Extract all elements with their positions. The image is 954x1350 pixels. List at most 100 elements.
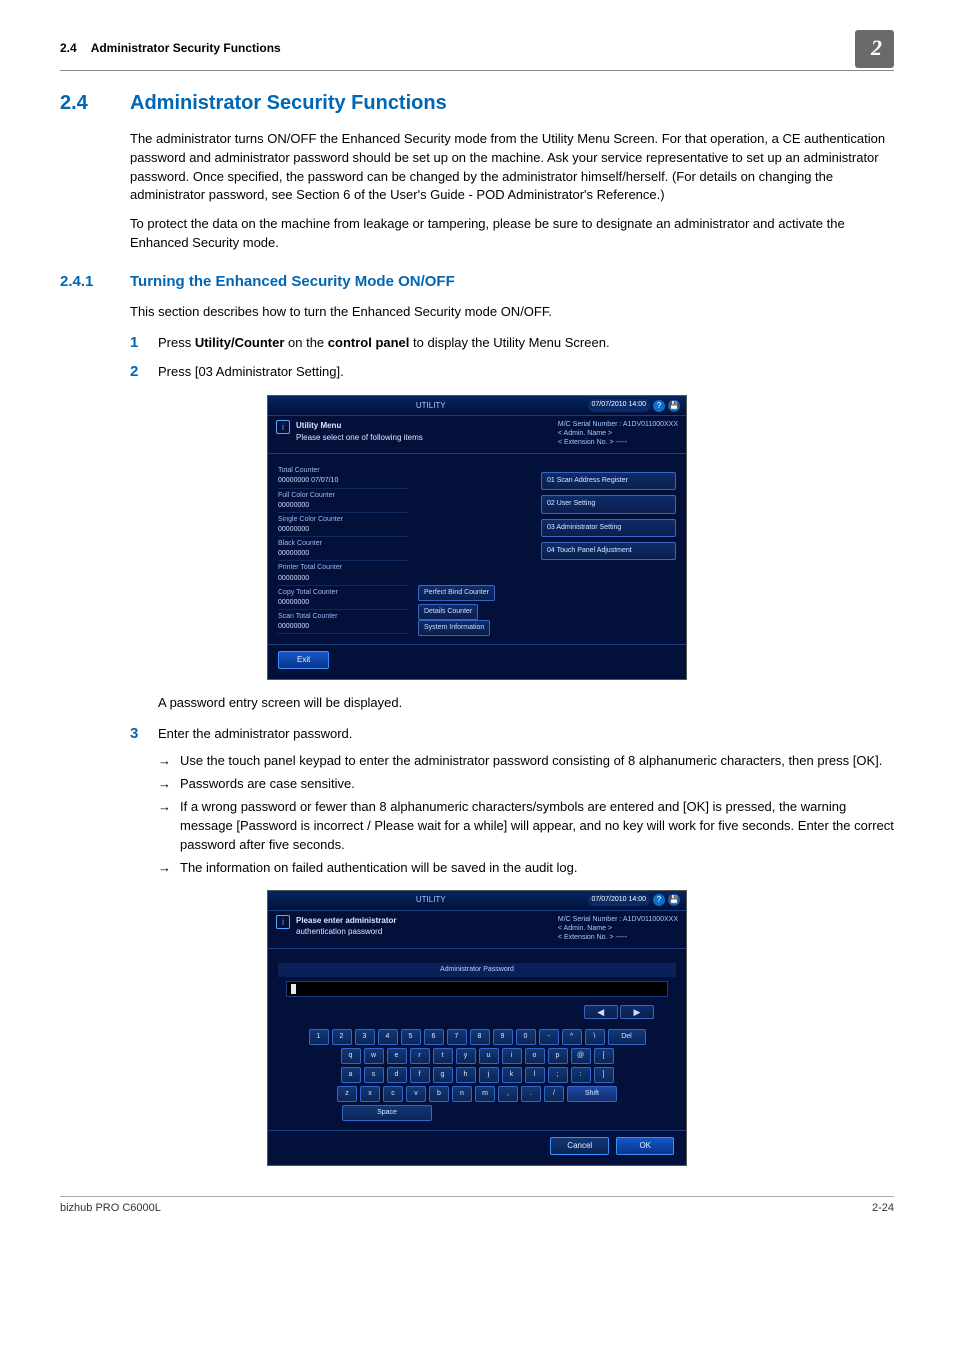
ss1-header-l1: Utility Menu (296, 420, 558, 432)
key[interactable]: : (571, 1067, 591, 1083)
utility-menu-screenshot: UTILITY 07/07/2010 14:00 ? 💾 i Utility M… (267, 395, 687, 680)
ss1-mid: Perfect Bind Counter Details Counter Sys… (408, 466, 541, 636)
touch-panel-adjust-button[interactable]: 04 Touch Panel Adjustment (541, 542, 676, 560)
key[interactable]: v (406, 1086, 426, 1102)
key[interactable]: j (479, 1067, 499, 1083)
key[interactable]: 9 (493, 1029, 513, 1045)
bullet-4: →The information on failed authenticatio… (158, 859, 894, 878)
key[interactable]: z (337, 1086, 357, 1102)
shift-key[interactable]: Shift (567, 1086, 617, 1102)
key[interactable]: a (341, 1067, 361, 1083)
footer-left: bizhub PRO C6000L (60, 1201, 161, 1217)
key[interactable]: 1 (309, 1029, 329, 1045)
step-number: 1 (130, 332, 158, 354)
key[interactable]: 2 (332, 1029, 352, 1045)
ss1-body: Total Counter00000000 07/07/10 Full Colo… (268, 462, 686, 644)
key[interactable]: o (525, 1048, 545, 1064)
key[interactable]: u (479, 1048, 499, 1064)
key[interactable]: \ (585, 1029, 605, 1045)
administrator-setting-button[interactable]: 03 Administrator Setting (541, 519, 676, 537)
key[interactable]: x (360, 1086, 380, 1102)
key[interactable]: - (539, 1029, 559, 1045)
ss2-serial: M/C Serial Number : A1DV011000XXX < Admi… (558, 915, 678, 942)
counter-row: Printer Total Counter00000000 (278, 563, 408, 585)
key[interactable]: 0 (516, 1029, 536, 1045)
perfect-bind-button[interactable]: Perfect Bind Counter (418, 585, 495, 601)
kbd-row-5: Space (282, 1105, 672, 1121)
key[interactable]: i (502, 1048, 522, 1064)
key[interactable]: k (502, 1067, 522, 1083)
ss2-serial-l2: < Admin. Name > (558, 924, 678, 933)
key[interactable]: 6 (424, 1029, 444, 1045)
key[interactable]: [ (594, 1048, 614, 1064)
subsection-heading: 2.4.1 Turning the Enhanced Security Mode… (60, 271, 894, 293)
step-2: 2 Press [03 Administrator Setting]. (130, 361, 894, 383)
ss1-header-l2: Please select one of following items (296, 432, 558, 444)
help-icon[interactable]: ? (653, 400, 665, 412)
key[interactable]: b (429, 1086, 449, 1102)
ss2-header-l2: authentication password (296, 926, 558, 938)
kbd-row-3: a s d f g h j k l ; : ] (282, 1067, 672, 1083)
key[interactable]: ] (594, 1067, 614, 1083)
key[interactable]: n (452, 1086, 472, 1102)
cursor-left-button[interactable]: ◀ (584, 1005, 618, 1019)
counter-value: 00000000 (278, 574, 408, 584)
memory-icon[interactable]: 💾 (668, 894, 680, 906)
key[interactable]: 5 (401, 1029, 421, 1045)
bullet-3: →If a wrong password or fewer than 8 alp… (158, 798, 894, 855)
step-2-text: Press [03 Administrator Setting]. (158, 363, 894, 382)
system-info-button[interactable]: System Information (418, 620, 490, 636)
key[interactable]: , (498, 1086, 518, 1102)
counter-list: Total Counter00000000 07/07/10 Full Colo… (278, 466, 408, 636)
key[interactable]: 4 (378, 1029, 398, 1045)
key[interactable]: d (387, 1067, 407, 1083)
step-1-pre: Press (158, 335, 195, 350)
info-icon: i (276, 420, 290, 434)
key[interactable]: r (410, 1048, 430, 1064)
exit-button[interactable]: Exit (278, 651, 329, 669)
space-key[interactable]: Space (342, 1105, 432, 1121)
key[interactable]: @ (571, 1048, 591, 1064)
password-input[interactable] (286, 981, 668, 997)
counter-row: Full Color Counter00000000 (278, 491, 408, 513)
key[interactable]: 8 (470, 1029, 490, 1045)
key[interactable]: . (521, 1086, 541, 1102)
key[interactable]: c (383, 1086, 403, 1102)
ok-button[interactable]: OK (616, 1137, 674, 1155)
key[interactable]: g (433, 1067, 453, 1083)
arrow-icon: → (158, 798, 180, 855)
kbd-row-1: 1 2 3 4 5 6 7 8 9 0 - ^ \ Del (282, 1029, 672, 1045)
details-counter-button[interactable]: Details Counter (418, 604, 478, 620)
key[interactable]: p (548, 1048, 568, 1064)
password-screen-note: A password entry screen will be displaye… (158, 694, 894, 713)
key[interactable]: 7 (447, 1029, 467, 1045)
cancel-button[interactable]: Cancel (550, 1137, 609, 1155)
key[interactable]: e (387, 1048, 407, 1064)
key[interactable]: f (410, 1067, 430, 1083)
counter-value: 00000000 (278, 549, 408, 559)
key[interactable]: q (341, 1048, 361, 1064)
key[interactable]: y (456, 1048, 476, 1064)
key[interactable]: ^ (562, 1029, 582, 1045)
key[interactable]: l (525, 1067, 545, 1083)
key[interactable]: s (364, 1067, 384, 1083)
divider (268, 453, 686, 454)
key[interactable]: w (364, 1048, 384, 1064)
key[interactable]: t (433, 1048, 453, 1064)
cursor-right-button[interactable]: ▶ (620, 1005, 654, 1019)
user-setting-button[interactable]: 02 User Setting (541, 495, 676, 513)
bullet-1-text: Use the touch panel keypad to enter the … (180, 752, 894, 771)
scan-address-register-button[interactable]: 01 Scan Address Register (541, 472, 676, 490)
memory-icon[interactable]: 💾 (668, 400, 680, 412)
key[interactable]: ; (548, 1067, 568, 1083)
delete-key[interactable]: Del (608, 1029, 646, 1045)
running-header: 2.4 Administrator Security Functions 2 (60, 30, 894, 71)
key[interactable]: 3 (355, 1029, 375, 1045)
cursor-arrows: ◀ ▶ (278, 1005, 676, 1023)
key[interactable]: m (475, 1086, 495, 1102)
footer-right: 2-24 (872, 1201, 894, 1217)
ss1-right-buttons: 01 Scan Address Register 02 User Setting… (541, 466, 676, 636)
key[interactable]: h (456, 1067, 476, 1083)
key[interactable]: / (544, 1086, 564, 1102)
help-icon[interactable]: ? (653, 894, 665, 906)
